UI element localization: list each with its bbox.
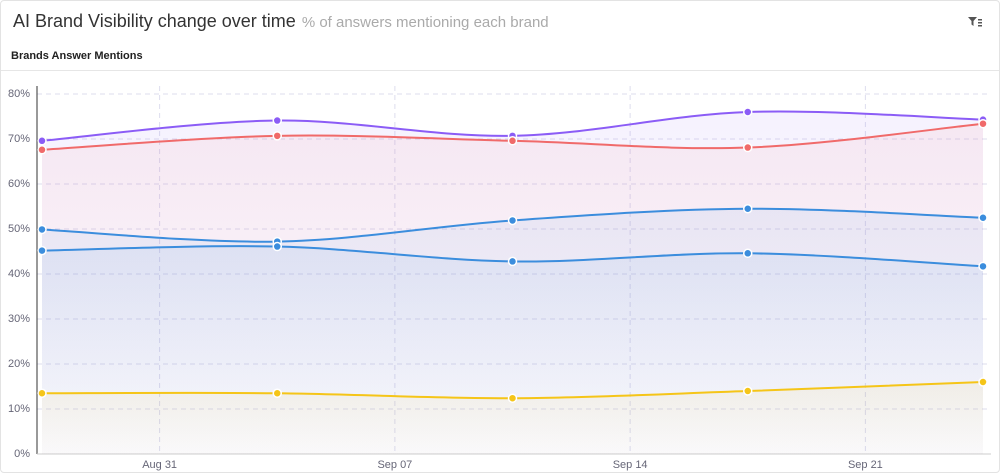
header: AI Brand Visibility change over time % of…: [13, 11, 549, 32]
point: [507, 215, 518, 226]
point: [743, 107, 753, 117]
y-tick-label: 80%: [8, 88, 30, 100]
point: [37, 224, 47, 235]
area: [42, 382, 983, 454]
y-tick-label: 60%: [8, 178, 30, 190]
x-tick-label: Sep 07: [377, 459, 412, 471]
filter-icon[interactable]: [967, 15, 983, 29]
point: [507, 393, 518, 403]
point: [37, 145, 47, 155]
point: [743, 204, 753, 214]
title: AI Brand Visibility change over time: [13, 11, 296, 31]
y-tick-label: 40%: [8, 268, 30, 280]
point: [37, 388, 47, 398]
x-tick-label: Sep 14: [613, 459, 648, 471]
point: [272, 131, 282, 141]
point: [743, 248, 753, 259]
x-tick-label: Sep 21: [848, 459, 883, 471]
point: [507, 136, 518, 146]
point: [978, 261, 988, 272]
point: [743, 386, 753, 396]
x-tick-label: Aug 31: [142, 459, 177, 471]
divider: [1, 70, 999, 71]
point: [507, 256, 518, 267]
point: [272, 115, 282, 126]
section-label: Brands Answer Mentions: [11, 50, 143, 62]
y-tick-label: 50%: [8, 223, 30, 235]
point: [272, 241, 282, 252]
subtitle: % of answers mentioning each brand: [301, 14, 549, 31]
y-tick-label: 10%: [8, 403, 30, 415]
point: [743, 142, 753, 153]
y-tick-label: 30%: [8, 313, 30, 325]
point: [978, 377, 988, 387]
y-tick-label: 20%: [8, 358, 30, 370]
point: [978, 118, 988, 129]
y-tick-label: 70%: [8, 133, 30, 145]
point: [37, 245, 47, 256]
point: [272, 388, 282, 398]
point: [37, 136, 47, 146]
point: [978, 213, 988, 223]
y-tick-label: 0%: [14, 448, 30, 460]
